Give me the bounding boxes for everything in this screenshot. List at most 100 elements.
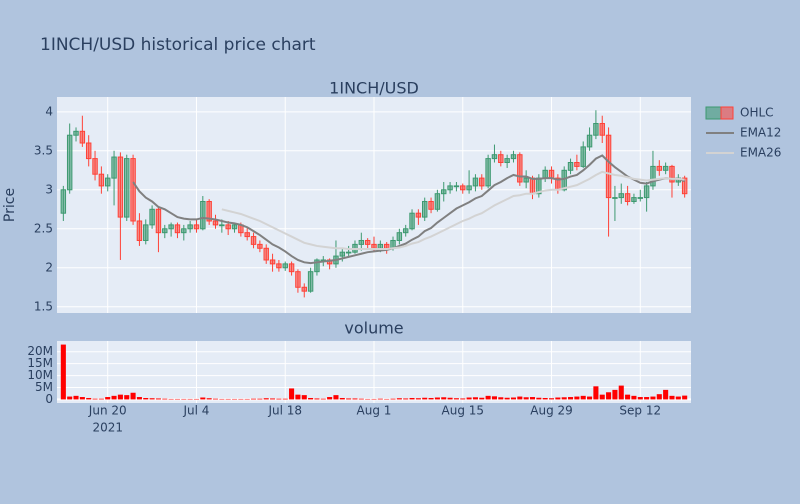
candle-body xyxy=(530,178,534,194)
candle-body xyxy=(435,194,439,210)
candle-body xyxy=(372,244,376,248)
volume-tick-label: 5M xyxy=(35,380,53,394)
y-tick-label: 1.5 xyxy=(34,299,53,313)
candle-body xyxy=(505,159,509,163)
candle-body xyxy=(581,147,585,166)
y-tick-label: 2.5 xyxy=(34,221,53,235)
volume-bar xyxy=(505,398,510,400)
candle-body xyxy=(518,155,522,182)
volume-bar xyxy=(562,397,567,399)
candle-body xyxy=(131,159,135,221)
candle-body xyxy=(499,155,503,163)
volume-bar xyxy=(93,399,98,400)
volume-bar xyxy=(390,399,395,400)
volume-bar xyxy=(517,397,522,400)
volume-bar xyxy=(308,398,313,399)
candle-body xyxy=(182,229,186,233)
volume-title: volume xyxy=(344,319,403,338)
volume-tick-label: 10M xyxy=(27,368,53,382)
candle-body xyxy=(663,166,667,170)
volume-bar xyxy=(333,395,338,399)
volume-bar xyxy=(448,398,453,400)
volume-bar xyxy=(213,399,218,400)
candle-body xyxy=(524,178,528,182)
volume-bar xyxy=(486,396,491,400)
candle-body xyxy=(486,159,490,186)
volume-bar xyxy=(80,397,85,399)
legend-label: EMA12 xyxy=(740,126,781,140)
candle-body xyxy=(201,201,205,228)
candle-body xyxy=(137,221,141,240)
volume-bar xyxy=(593,386,598,399)
volume-bar xyxy=(638,397,643,399)
y-tick-label: 2 xyxy=(45,260,53,274)
candle-body xyxy=(575,163,579,167)
candle-body xyxy=(346,252,350,253)
volume-bar xyxy=(73,396,78,400)
candle-body xyxy=(442,190,446,194)
volume-bar xyxy=(467,398,472,400)
candle-body xyxy=(169,225,173,229)
volume-bar xyxy=(378,399,383,400)
candle-body xyxy=(606,135,610,197)
volume-bar xyxy=(283,399,288,400)
volume-bar xyxy=(86,398,91,399)
candle-body xyxy=(644,186,648,198)
candle-body xyxy=(619,194,623,198)
volume-bar xyxy=(207,398,212,399)
volume-bar xyxy=(587,397,592,400)
volume-tick-label: 20M xyxy=(27,344,53,358)
volume-bar xyxy=(346,398,351,399)
volume-tick-label: 15M xyxy=(27,356,53,370)
volume-bar xyxy=(511,398,516,400)
volume-bar xyxy=(549,398,554,399)
volume-bar xyxy=(276,399,281,400)
volume-bar xyxy=(264,398,269,399)
candle-body xyxy=(600,124,604,136)
candle-body xyxy=(359,240,363,244)
volume-bar xyxy=(156,398,161,399)
candle-body xyxy=(251,237,255,245)
volume-bar xyxy=(650,397,655,400)
volume-bar xyxy=(416,398,421,399)
volume-bar xyxy=(441,397,446,399)
volume-bar xyxy=(524,397,529,399)
candle-body xyxy=(454,186,458,187)
candle-body xyxy=(163,229,167,233)
volume-bar xyxy=(574,397,579,400)
candle-body xyxy=(175,225,179,233)
candle-body xyxy=(467,186,471,190)
volume-bar xyxy=(270,398,275,399)
candle-body xyxy=(188,225,192,229)
volume-bar xyxy=(162,399,167,400)
volume-bar xyxy=(251,399,256,400)
volume-bar xyxy=(143,398,148,399)
candle-body xyxy=(308,272,312,291)
volume-bar xyxy=(568,397,573,399)
candle-body xyxy=(86,143,90,159)
candle-body xyxy=(587,135,591,147)
volume-bar xyxy=(340,398,345,399)
candle-body xyxy=(448,186,452,190)
candle-body xyxy=(473,178,477,186)
x-tick-label: Aug 15 xyxy=(442,404,485,418)
volume-bar xyxy=(663,390,668,400)
volume-bar xyxy=(498,397,503,399)
legend-label: OHLC xyxy=(740,106,774,120)
candle-body xyxy=(264,248,268,260)
candle-body xyxy=(232,225,236,229)
candle-body xyxy=(144,225,148,241)
candle-body xyxy=(625,194,629,202)
candle-body xyxy=(384,244,388,248)
volume-bar xyxy=(359,399,364,400)
legend-ohlc-icon-up xyxy=(706,107,721,119)
x-tick-label: Aug 29 xyxy=(530,404,573,418)
volume-bar xyxy=(555,398,560,400)
candle-body xyxy=(638,198,642,199)
candle-body xyxy=(283,264,287,268)
candle-body xyxy=(125,159,129,217)
candle-body xyxy=(302,287,306,291)
volume-bar xyxy=(321,399,326,400)
volume-bar xyxy=(99,399,104,400)
chart-title: 1INCH/USD historical price chart xyxy=(40,35,316,55)
